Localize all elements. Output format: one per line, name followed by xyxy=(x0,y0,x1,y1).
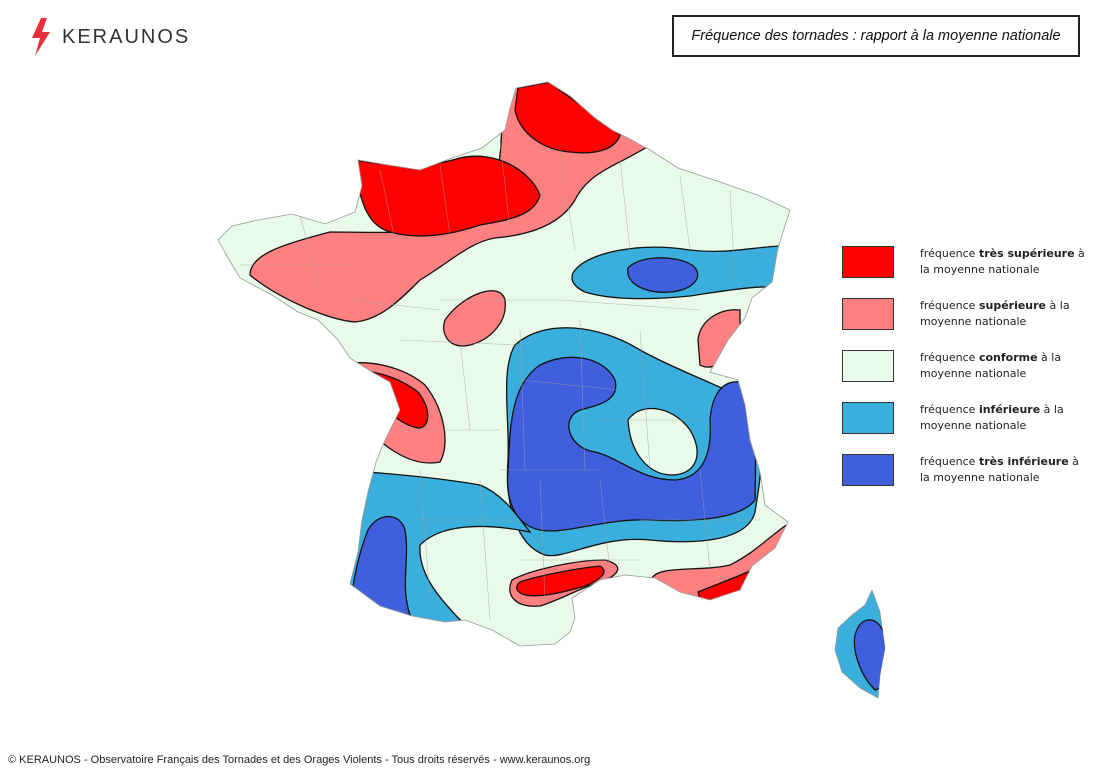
legend-swatch xyxy=(842,454,894,486)
legend-item-tres-superieure: fréquence très supérieure à la moyenne n… xyxy=(842,246,1087,298)
mainland-france xyxy=(217,81,791,647)
zone-conforme-massif-central xyxy=(627,407,698,476)
keraunos-logo: KERAUNOS xyxy=(30,18,190,56)
logo-wordmark: KERAUNOS xyxy=(62,25,191,48)
legend-item-inferieure: fréquence inférieure à la moyenne nation… xyxy=(842,402,1087,454)
map-title: Fréquence des tornades : rapport à la mo… xyxy=(672,15,1080,57)
legend-swatch xyxy=(842,402,894,434)
legend-swatch xyxy=(842,350,894,382)
legend-label: fréquence conforme à la moyenne national… xyxy=(920,351,1062,380)
department-borders xyxy=(240,139,760,621)
zone-tres-superieure-languedoc xyxy=(516,565,605,597)
zone-tres-inferieure-est xyxy=(627,257,699,293)
legend-label: fréquence supérieure à la moyenne nation… xyxy=(920,299,1070,328)
map-title-text: Fréquence des tornades : rapport à la mo… xyxy=(691,28,1061,44)
lightning-bolt-icon xyxy=(32,18,50,56)
zone-tres-inferieure-sud-ouest xyxy=(349,515,411,616)
corsica xyxy=(834,588,886,699)
legend-item-conforme: fréquence conforme à la moyenne national… xyxy=(842,350,1087,402)
legend-item-tres-inferieure: fréquence très inférieure à la moyenne n… xyxy=(842,454,1087,506)
legend-swatch xyxy=(842,246,894,278)
legend-label: fréquence très supérieure à la moyenne n… xyxy=(920,247,1085,276)
legend-label: fréquence très inférieure à la moyenne n… xyxy=(920,455,1079,484)
map-legend: fréquence très supérieure à la moyenne n… xyxy=(842,246,1087,506)
legend-swatch xyxy=(842,298,894,330)
legend-item-superieure: fréquence supérieure à la moyenne nation… xyxy=(842,298,1087,350)
legend-label: fréquence inférieure à la moyenne nation… xyxy=(920,403,1064,432)
copyright-footer: © KERAUNOS - Observatoire Français des T… xyxy=(8,754,591,766)
zone-superieure-centre-ouest xyxy=(443,290,506,347)
